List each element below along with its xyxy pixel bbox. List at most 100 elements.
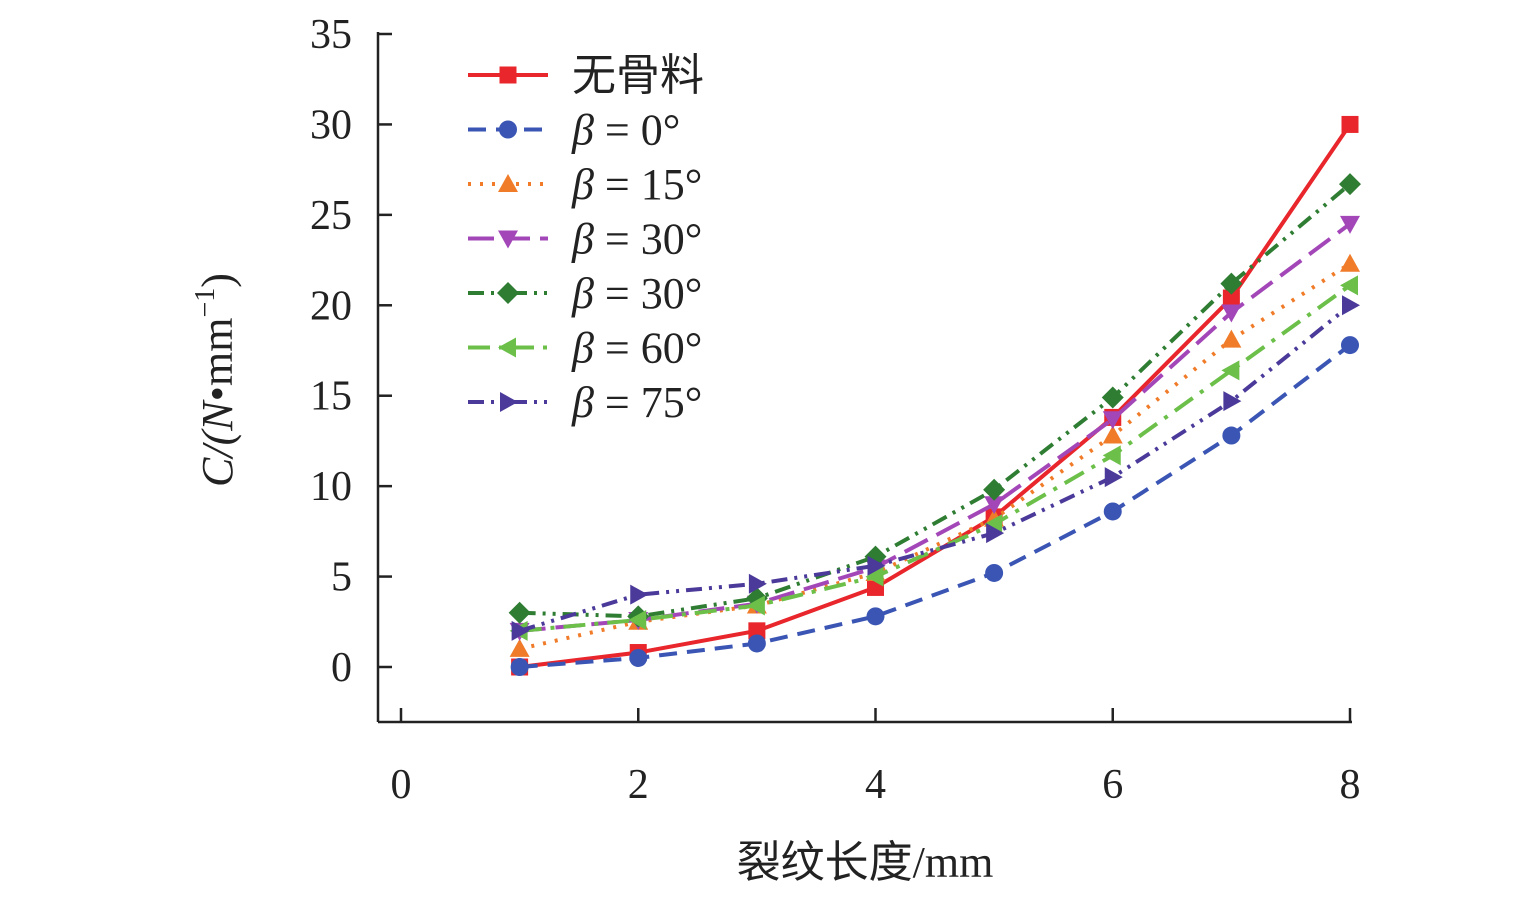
legend-label-symbol: β <box>571 215 594 264</box>
legend-label-angle: = 0° <box>594 106 680 155</box>
legend-marker <box>498 337 516 358</box>
legend-label: β = 30° <box>571 269 702 318</box>
data-point <box>1341 336 1359 355</box>
y-tick-label: 15 <box>310 374 352 420</box>
data-point <box>628 609 647 630</box>
legend-item: β = 0° <box>468 106 680 155</box>
data-point <box>1101 386 1124 409</box>
data-point <box>1104 467 1123 488</box>
legend-marker <box>499 66 517 84</box>
data-point <box>984 514 1003 535</box>
y-axis-title-dot: • <box>193 386 242 401</box>
y-axis-title-unit: mm <box>193 318 242 386</box>
legend-label: β = 0° <box>571 106 680 155</box>
data-point <box>1102 445 1121 466</box>
series-line <box>519 283 1352 633</box>
x-tick-label: 4 <box>865 762 886 808</box>
legend-marker <box>497 282 519 304</box>
series-1 <box>510 336 1359 676</box>
series-line <box>519 343 1352 669</box>
data-point <box>1102 425 1123 444</box>
legend-label-symbol: β <box>571 160 594 209</box>
legend-marker <box>498 230 518 249</box>
data-point <box>1340 253 1360 272</box>
data-point <box>510 658 529 676</box>
data-point <box>747 634 766 653</box>
legend-marker <box>499 120 517 139</box>
legend-label: β = 60° <box>571 324 702 373</box>
y-tick-label: 30 <box>310 102 352 148</box>
series-4 <box>508 173 1361 628</box>
data-point <box>985 563 1004 582</box>
data-point <box>509 638 530 657</box>
data-point <box>1221 360 1240 381</box>
series-line <box>519 222 1352 633</box>
data-point <box>508 601 531 624</box>
data-point <box>1222 426 1241 445</box>
data-point <box>1222 289 1240 307</box>
series-line <box>519 303 1352 633</box>
data-point <box>984 496 1005 515</box>
series-layer <box>508 115 1361 676</box>
data-point <box>630 584 649 605</box>
data-point <box>867 555 886 576</box>
legend-label-symbol: β <box>571 324 594 373</box>
data-point <box>1341 115 1359 133</box>
data-point <box>865 566 884 587</box>
legend-label-symbol: β <box>571 106 594 155</box>
y-tick-label: 5 <box>331 555 352 601</box>
data-point <box>866 607 885 626</box>
data-point <box>629 648 648 667</box>
data-point <box>986 523 1005 544</box>
x-tick-label: 0 <box>391 762 412 808</box>
legend-item: 无骨料 <box>468 51 704 100</box>
legend-label-angle: = 30° <box>594 215 702 264</box>
data-point <box>748 622 766 640</box>
data-point <box>1102 411 1123 430</box>
legend-label-angle: = 15° <box>594 160 702 209</box>
series-line <box>519 123 1352 669</box>
y-axis-title-main: C/(N <box>193 399 242 487</box>
legend-label-angle: = 30° <box>594 269 702 318</box>
y-tick-label: 10 <box>310 464 352 510</box>
legend-label-symbol: β <box>571 269 594 318</box>
series-line <box>519 262 1352 651</box>
data-point <box>748 573 767 594</box>
data-point <box>1221 329 1242 348</box>
data-point <box>983 478 1006 501</box>
x-tick-label: 8 <box>1340 762 1361 808</box>
data-point <box>1342 295 1360 316</box>
legend-marker <box>500 392 518 412</box>
legend-label: β = 30° <box>571 215 702 264</box>
legend-label-angle: = 60° <box>594 324 702 373</box>
y-axis-title-close: ) <box>193 273 242 288</box>
series-line <box>519 182 1352 619</box>
data-point <box>1223 391 1242 412</box>
data-point <box>1103 502 1122 521</box>
legend-item: β = 30° <box>468 215 702 264</box>
data-point <box>1339 173 1361 196</box>
legend-marker <box>498 174 518 192</box>
series-6 <box>511 295 1360 641</box>
legend-item: β = 75° <box>468 378 702 427</box>
legend-item: β = 15° <box>468 160 702 209</box>
y-tick-label: 25 <box>310 193 352 239</box>
y-tick-label: 0 <box>331 645 352 691</box>
data-point <box>1340 275 1358 296</box>
legend-item: β = 30° <box>468 269 702 318</box>
legend-label-angle: = 75° <box>594 378 702 427</box>
data-point <box>511 620 530 641</box>
y-axis-title-exponent: −1 <box>190 288 221 318</box>
legend-label-symbol: β <box>571 378 594 427</box>
legend-label: 无骨料 <box>572 51 704 100</box>
data-point <box>1340 215 1360 234</box>
data-point <box>1221 304 1242 323</box>
x-axis-title: 裂纹长度/mm <box>737 838 994 887</box>
x-tick-label: 2 <box>628 762 649 808</box>
x-tick-label: 6 <box>1102 762 1123 808</box>
y-tick-label: 35 <box>310 12 352 58</box>
axes: 0 5 10 15 20 25 30 35 0 2 4 6 8 <box>310 12 1361 808</box>
